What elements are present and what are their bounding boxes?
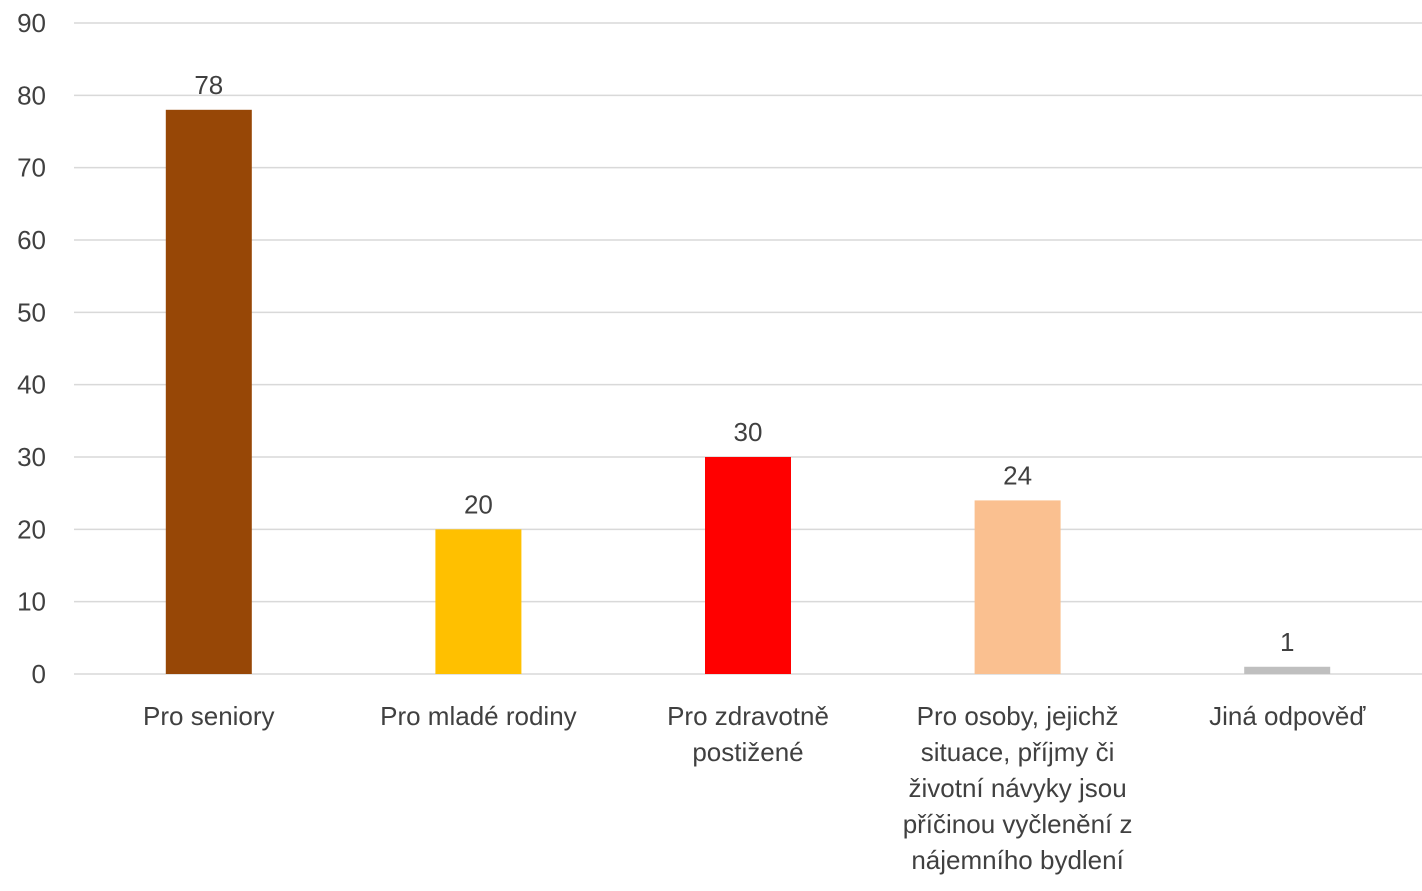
x-category-label-line: Pro osoby, jejichž <box>917 701 1119 731</box>
y-tick-label: 50 <box>17 297 46 327</box>
y-tick-label: 90 <box>17 8 46 38</box>
x-category-label-line: Jiná odpověď <box>1209 701 1366 731</box>
bar <box>165 109 252 675</box>
data-label: 30 <box>734 417 763 447</box>
x-category-label-line: životní návyky jsou <box>908 773 1126 803</box>
x-category-label-line: Pro mladé rodiny <box>380 701 577 731</box>
bar <box>974 500 1061 674</box>
data-label: 78 <box>194 70 223 100</box>
x-category-label: Pro seniory <box>143 701 275 731</box>
x-category-label-line: situace, příjmy či <box>921 737 1115 767</box>
bar <box>435 529 522 674</box>
bar <box>705 457 791 674</box>
y-tick-label: 0 <box>32 659 46 689</box>
x-axis-category-labels: Pro seniory Pro mladé rodiny Pro zdravotně… <box>143 701 1366 875</box>
x-category-label-line: Pro seniory <box>143 701 275 731</box>
y-tick-label: 30 <box>17 442 46 472</box>
data-label: 1 <box>1280 627 1294 657</box>
y-tick-label: 40 <box>17 370 46 400</box>
y-tick-label: 70 <box>17 153 46 183</box>
y-axis-tick-labels: 0 10 20 30 40 50 60 70 80 90 <box>17 8 46 689</box>
x-category-label: Pro zdravotně postižené <box>667 701 829 767</box>
data-label: 20 <box>464 489 493 519</box>
data-label: 24 <box>1003 460 1032 490</box>
x-category-label-line: nájemního bydlení <box>911 845 1124 875</box>
y-tick-label: 60 <box>17 225 46 255</box>
bar <box>1244 666 1331 674</box>
x-category-label: Pro osoby, jejichž situace, příjmy či živo… <box>903 701 1133 875</box>
data-labels: 78 20 30 24 1 <box>194 70 1294 657</box>
x-category-label-line: příčinou vyčlenění z <box>903 809 1133 839</box>
bars <box>165 109 1331 675</box>
gridlines <box>74 22 1422 675</box>
y-tick-label: 20 <box>17 514 46 544</box>
x-category-label-line: postižené <box>692 737 803 767</box>
x-category-label-line: Pro zdravotně <box>667 701 829 731</box>
x-category-label: Jiná odpověď <box>1209 701 1366 731</box>
y-tick-label: 10 <box>17 587 46 617</box>
x-category-label: Pro mladé rodiny <box>380 701 577 731</box>
y-tick-label: 80 <box>17 80 46 110</box>
